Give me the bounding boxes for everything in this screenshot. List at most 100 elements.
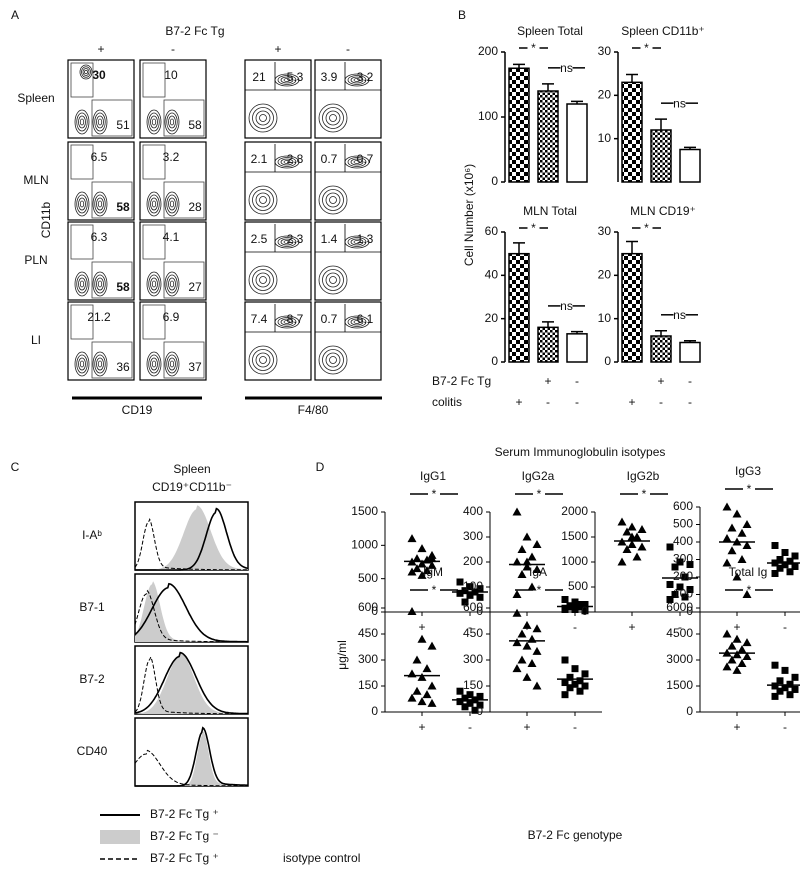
data-point [781, 549, 789, 556]
gate-value: 7.4 [251, 312, 268, 326]
contour [150, 115, 158, 129]
y-tick-label: 0 [371, 604, 378, 618]
contour [166, 274, 178, 294]
data-point [461, 703, 469, 711]
flow-plot [314, 59, 382, 139]
gate [142, 304, 166, 340]
x-tick-label: - [678, 620, 682, 634]
contour [280, 318, 294, 326]
data-point [666, 543, 674, 551]
data-point [566, 673, 574, 681]
x-axis-label: F4/80 [298, 403, 329, 417]
y-tick-label: 1000 [561, 554, 588, 568]
histogram-solid [134, 651, 248, 715]
data-point [686, 586, 694, 593]
condition-value: - [688, 395, 692, 409]
condition-value: + [628, 395, 635, 409]
panel-label: B [458, 8, 466, 22]
data-point [417, 544, 427, 553]
contour [255, 272, 271, 288]
x-axis-label: B7-2 Fc genotype [528, 828, 623, 842]
contour [259, 114, 267, 122]
flow-plot [314, 141, 382, 221]
row-label: I-Aᵇ [82, 528, 102, 542]
gate-value: 21.2 [87, 310, 111, 324]
error-bar [626, 240, 638, 254]
significance: * [642, 487, 647, 501]
data-point [532, 624, 542, 633]
gate [70, 304, 94, 340]
error-bar [542, 83, 554, 91]
bar [537, 90, 559, 183]
chart-title: IgG1 [420, 469, 446, 483]
gate-value: 58 [116, 280, 130, 294]
data-point [771, 692, 779, 700]
significance: * [432, 583, 437, 597]
significance: * [747, 583, 752, 597]
contour [252, 269, 274, 291]
contour [252, 349, 274, 371]
data-point [681, 593, 689, 601]
data-point [732, 572, 742, 581]
column-sign: - [171, 42, 175, 56]
contour [353, 160, 361, 164]
contour [96, 357, 104, 371]
contour [283, 240, 291, 244]
x-tick-label: + [628, 620, 635, 634]
y-tick-label: 200 [463, 554, 483, 568]
significance: * [644, 41, 649, 55]
gate-value: 6.5 [91, 150, 108, 164]
contour [169, 118, 175, 126]
data-point [676, 558, 684, 566]
bar [621, 81, 643, 183]
contour [322, 189, 344, 211]
x-tick-label: - [468, 720, 472, 734]
gate-value: 30 [92, 68, 106, 82]
data-point [776, 687, 784, 695]
chart-title: Total Ig [729, 565, 768, 579]
contour [325, 272, 341, 288]
contour [166, 194, 178, 214]
data-point [427, 560, 437, 569]
bar [537, 326, 559, 363]
data-point [576, 687, 584, 695]
chart-title: Spleen Total [517, 24, 583, 38]
flow-plot [244, 59, 312, 139]
data-point [581, 670, 589, 678]
contour [78, 115, 86, 129]
contour [76, 112, 88, 132]
condition-value: - [575, 395, 579, 409]
contour [150, 357, 158, 371]
contour [277, 75, 297, 85]
flow-plot [314, 301, 382, 381]
contour [84, 69, 88, 75]
bar [650, 129, 672, 183]
contour [329, 114, 337, 122]
contour [329, 276, 337, 284]
histogram-fill [135, 652, 248, 714]
contour [350, 318, 364, 326]
data-point [427, 641, 437, 650]
contour [353, 320, 361, 324]
y-tick-label: 500 [358, 571, 378, 585]
data-point [407, 606, 417, 615]
contour [259, 356, 267, 364]
gate-value: 58 [116, 200, 130, 214]
chart-title: IgG2b [627, 469, 660, 483]
contour [259, 196, 267, 204]
data-point [512, 507, 522, 516]
data-point [627, 540, 637, 548]
data-point [512, 590, 522, 598]
data-point [776, 556, 784, 563]
x-axis-label: CD19 [122, 403, 153, 417]
y-tick-label: 0 [476, 604, 483, 618]
y-tick-label: 400 [463, 504, 483, 518]
contour [322, 107, 344, 129]
data-point [427, 698, 437, 707]
contour [79, 118, 85, 126]
gate [163, 181, 205, 219]
panel-title: Serum Immunoglobulin isotypes [495, 445, 666, 459]
gate [70, 224, 94, 260]
y-tick-label: 0 [686, 604, 693, 618]
y-tick-label: 450 [358, 626, 378, 640]
